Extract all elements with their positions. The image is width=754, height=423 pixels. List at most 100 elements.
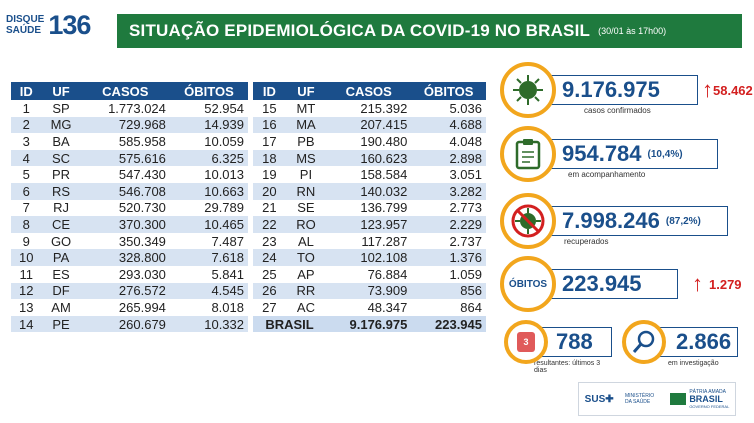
cell-id: 11 xyxy=(11,265,42,283)
monitoring-pct: (10,4%) xyxy=(647,148,683,160)
virus-crossed-icon xyxy=(500,193,556,249)
monitoring-value: 954.784 xyxy=(562,141,642,166)
table-row: 27 AC 48.347 864 xyxy=(253,299,486,316)
cell-uf: AP xyxy=(285,265,327,283)
cell-uf: PE xyxy=(41,315,81,333)
cell-deaths: 4.688 xyxy=(411,116,486,134)
cell-cases: 293.030 xyxy=(80,265,170,283)
calendar-badge: 3 xyxy=(517,332,535,352)
col-uf: UF xyxy=(41,82,81,100)
cell-cases: 729.968 xyxy=(80,116,170,134)
monitoring-card: 954.784 (10,4%) em acompanhamento xyxy=(500,126,718,182)
cell-cases: 350.349 xyxy=(80,232,170,250)
government-logo: PÁTRIA AMADA BRASIL GOVERNO FEDERAL xyxy=(670,389,729,410)
recovered-value-box: 7.998.246 (87,2%) xyxy=(538,206,728,236)
cell-cases: 547.430 xyxy=(80,166,170,183)
col-uf: UF xyxy=(285,82,327,100)
cell-cases: 260.679 xyxy=(80,315,170,333)
cell-deaths: 5.036 xyxy=(411,100,486,117)
table-row: 16 MA 207.415 4.688 xyxy=(253,116,486,134)
table-row: 19 PI 158.584 3.051 xyxy=(253,166,486,183)
table-row: 10 PA 328.800 7.618 xyxy=(11,249,248,266)
cell-cases: 265.994 xyxy=(80,299,170,316)
table-row: 4 SC 575.616 6.325 xyxy=(11,149,248,167)
footer-logos: SUS✚ MINISTÉRIO DA SAÚDE PÁTRIA AMADA BR… xyxy=(578,382,736,416)
recent-value: 788 xyxy=(556,329,593,354)
cell-id: 13 xyxy=(11,299,42,316)
cell-deaths: 10.059 xyxy=(169,133,248,150)
cell-uf: BA xyxy=(41,133,81,150)
cell-id: 14 xyxy=(11,315,42,333)
flag-icon xyxy=(670,393,687,405)
confirmed-value-box: 9.176.975 xyxy=(538,75,698,105)
table-row: 9 GO 350.349 7.487 xyxy=(11,232,248,250)
cell-id: 5 xyxy=(11,166,42,183)
deaths-value: 223.945 xyxy=(562,271,642,296)
recovered-card: 7.998.246 (87,2%) recuperados xyxy=(500,193,728,249)
cell-id: 19 xyxy=(253,166,286,183)
cell-id: 23 xyxy=(253,232,286,250)
cell-cases: 546.708 xyxy=(80,182,170,200)
cell-cases: 575.616 xyxy=(80,149,170,167)
cell-deaths: 864 xyxy=(411,299,486,316)
cell-uf: PB xyxy=(285,133,327,150)
cell-uf: MS xyxy=(285,149,327,167)
cell-uf: MA xyxy=(285,116,327,134)
cell-id: 20 xyxy=(253,182,286,200)
table-row: 15 MT 215.392 5.036 xyxy=(253,100,486,117)
recovered-value: 7.998.246 xyxy=(562,208,660,233)
cell-deaths: 2.773 xyxy=(411,199,486,217)
cell-cases: 158.584 xyxy=(326,166,412,183)
total-label: BRASIL xyxy=(253,315,327,333)
cell-uf: SP xyxy=(41,100,81,117)
cell-uf: SC xyxy=(41,149,81,167)
cell-cases: 215.392 xyxy=(326,100,412,117)
investigation-value: 2.866 xyxy=(676,329,732,354)
cell-deaths: 6.325 xyxy=(169,149,248,167)
cell-cases: 160.623 xyxy=(326,149,412,167)
investigation-value-box: 2.866 xyxy=(652,327,738,357)
table-row: 14 PE 260.679 10.332 xyxy=(11,315,248,333)
cell-uf: PR xyxy=(41,166,81,183)
cell-id: 2 xyxy=(11,116,42,134)
cell-uf: ES xyxy=(41,265,81,283)
cell-deaths: 4.048 xyxy=(411,133,486,150)
cell-deaths: 1.059 xyxy=(411,265,486,283)
table-header: ID UF CASOS ÓBITOS xyxy=(11,82,248,100)
cell-cases: 520.730 xyxy=(80,199,170,217)
table-row: 8 CE 370.300 10.465 xyxy=(11,216,248,233)
arrow-up-icon: ↑ xyxy=(692,271,703,296)
cell-id: 16 xyxy=(253,116,286,134)
update-date: (30/01 às 17h00) xyxy=(598,26,667,36)
cell-deaths: 10.663 xyxy=(169,182,248,200)
table-row: 24 TO 102.108 1.376 xyxy=(253,249,486,266)
recent-card: 3 788 resultantes: últimos 3 dias xyxy=(504,320,612,374)
title-bar: SITUAÇÃO EPIDEMIOLÓGICA DA COVID-19 NO B… xyxy=(117,14,742,48)
logo-line2: SAÚDE xyxy=(6,25,42,36)
table-row: 22 RO 123.957 2.229 xyxy=(253,216,486,233)
col-id: ID xyxy=(253,82,286,100)
table-row: 2 MG 729.968 14.939 xyxy=(11,116,248,134)
logo-line1: DISQUE xyxy=(6,14,45,25)
cell-uf: RN xyxy=(285,182,327,200)
recovered-pct: (87,2%) xyxy=(665,215,701,227)
confirmed-card: 9.176.975 ↑ 58.462 casos confirmados xyxy=(500,62,753,118)
cell-cases: 140.032 xyxy=(326,182,412,200)
deaths-delta: 1.279 xyxy=(709,276,742,292)
monitoring-value-box: 954.784 (10,4%) xyxy=(538,139,718,169)
cell-deaths: 2.229 xyxy=(411,216,486,233)
cell-uf: PA xyxy=(41,249,81,266)
table-row: 25 AP 76.884 1.059 xyxy=(253,265,486,283)
disque-saude-logo: DISQUE SAÚDE 136 xyxy=(6,8,110,42)
table-row: 6 RS 546.708 10.663 xyxy=(11,182,248,200)
cell-cases: 585.958 xyxy=(80,133,170,150)
states-table-left: ID UF CASOS ÓBITOS 1 SP 1.773.024 52.954 2 MG… xyxy=(11,82,248,333)
cell-cases: 190.480 xyxy=(326,133,412,150)
deaths-card: ÓBITOS 223.945 ↑ 1.279 xyxy=(500,256,742,312)
col-cases: CASOS xyxy=(80,82,170,100)
cell-uf: TO xyxy=(285,249,327,266)
cell-deaths: 3.282 xyxy=(411,182,486,200)
deaths-label-circle: ÓBITOS xyxy=(500,256,556,312)
cell-uf: DF xyxy=(41,282,81,300)
total-cases: 9.176.975 xyxy=(326,315,412,333)
